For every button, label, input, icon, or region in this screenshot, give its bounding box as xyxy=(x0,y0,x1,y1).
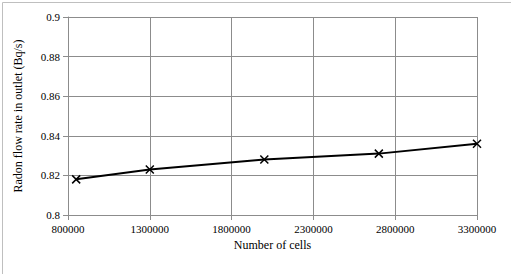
svg-text:1300000: 1300000 xyxy=(131,223,170,235)
svg-text:1800000: 1800000 xyxy=(212,223,251,235)
svg-text:0.9: 0.9 xyxy=(46,11,60,23)
svg-text:0.82: 0.82 xyxy=(41,169,60,181)
svg-text:800000: 800000 xyxy=(52,223,86,235)
svg-text:0.84: 0.84 xyxy=(41,130,61,142)
svg-text:0.86: 0.86 xyxy=(41,90,61,102)
svg-text:Number of cells: Number of cells xyxy=(234,238,312,252)
svg-text:2300000: 2300000 xyxy=(294,223,333,235)
svg-text:2800000: 2800000 xyxy=(376,223,415,235)
svg-text:Radon flow rate in outlet (Bq/: Radon flow rate in outlet (Bq/s) xyxy=(11,40,25,193)
svg-text:0.88: 0.88 xyxy=(41,51,61,63)
svg-text:0.8: 0.8 xyxy=(46,209,60,221)
svg-text:3300000: 3300000 xyxy=(458,223,497,235)
